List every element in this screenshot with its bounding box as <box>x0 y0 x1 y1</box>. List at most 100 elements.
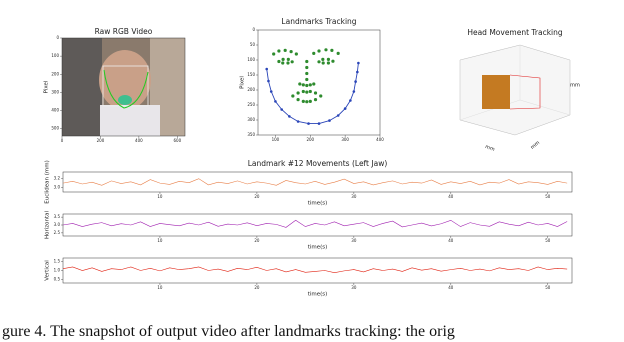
landmark-point <box>308 89 312 94</box>
x-tick-label: 300 <box>341 137 349 142</box>
landmark-point <box>289 50 293 54</box>
jaw-point <box>280 108 284 111</box>
x-axis-label: time(s) <box>308 245 328 251</box>
y-tick-label: 350 <box>247 132 255 137</box>
y-tick-label: 100 <box>247 57 255 62</box>
landmark-point <box>305 71 309 76</box>
y-tick-label: 250 <box>247 102 255 107</box>
landmark-point <box>301 83 305 87</box>
landmark-point <box>336 51 340 56</box>
x-tick-label: 10 <box>157 238 163 243</box>
y-axis-label: Pixel <box>240 76 246 89</box>
landmark-point <box>326 61 331 65</box>
x-tick-label: 20 <box>254 194 260 199</box>
jaw-point <box>354 80 357 83</box>
x-tick-label: 20 <box>254 285 260 290</box>
jaw-point <box>296 120 300 123</box>
head-box <box>482 75 510 109</box>
landmark-point <box>305 59 309 64</box>
y-tick-label: 3.5 <box>54 214 61 219</box>
x-tick-label: 30 <box>351 194 357 199</box>
y-tick-label: 400 <box>51 108 59 113</box>
jaw-point <box>352 90 356 93</box>
landmark-point <box>319 94 323 98</box>
jaw-point <box>328 119 331 122</box>
landmark-point <box>277 59 281 64</box>
jaw-point <box>349 99 352 102</box>
landmark-point <box>283 48 287 53</box>
y-tick-label: 1.5 <box>54 259 61 264</box>
y-tick-label: 500 <box>51 126 59 131</box>
landmark-point <box>326 57 331 62</box>
x-tick-label: 40 <box>448 285 454 290</box>
x-tick-label: 50 <box>545 194 551 199</box>
landmark-point <box>281 57 285 62</box>
landmark-point <box>305 65 309 70</box>
x-tick-label: 40 <box>448 194 454 199</box>
plot-frame <box>62 213 573 237</box>
landmark-point <box>281 61 285 65</box>
y-tick-label: 3.2 <box>54 176 61 181</box>
y-tick-label: 3.0 <box>54 222 61 227</box>
landmark-point <box>321 61 325 65</box>
jaw-point <box>317 122 321 125</box>
landmark-point <box>321 57 325 62</box>
landmark-point <box>294 52 298 56</box>
landmark-point <box>301 89 305 94</box>
x-tick-label: 30 <box>351 238 357 243</box>
landmark-point <box>312 82 316 86</box>
landmark-point <box>324 48 328 52</box>
landmark-point <box>331 59 335 63</box>
landmark-point <box>298 82 302 86</box>
y-tick-label: 0.5 <box>54 276 61 281</box>
jaw-point <box>265 67 269 71</box>
landmark-point <box>308 83 312 87</box>
x-tick-label: 50 <box>545 285 551 290</box>
panel-title: Landmark #12 Movements (Left Jaw) <box>248 159 388 168</box>
landmark-point <box>296 98 300 102</box>
x-tick-label: 10 <box>157 285 163 290</box>
jaw-point <box>356 70 359 74</box>
x-tick-label: 20 <box>254 238 260 243</box>
face-photo <box>62 38 185 136</box>
x-tick-label: 30 <box>351 285 357 290</box>
panel-title: Raw RGB Video <box>95 27 153 36</box>
jaw-line <box>266 62 359 125</box>
landmark-point <box>291 94 295 98</box>
landmark-point <box>305 90 309 94</box>
y-tick-label: 0 <box>252 27 255 32</box>
landmark-point <box>305 77 309 82</box>
landmark-point <box>305 83 309 88</box>
y-tick-label: 200 <box>51 71 59 76</box>
x-tick-label: 0 <box>61 138 64 143</box>
x-tick-label: 50 <box>545 238 551 243</box>
jaw-point <box>343 107 347 110</box>
y-tick-label: 200 <box>247 87 255 92</box>
x-axis-label: time(s) <box>308 292 328 298</box>
landmark-point <box>317 60 321 64</box>
axis-label: mm <box>530 140 541 151</box>
plot-frame <box>62 171 573 193</box>
y-tick-label: 300 <box>51 89 59 94</box>
x-tick-label: 400 <box>376 137 384 142</box>
y-tick-label: 1.0 <box>54 268 61 273</box>
landmark-point <box>313 91 318 95</box>
y-tick-label: 0 <box>56 35 59 40</box>
landmark-point <box>301 99 305 103</box>
jaw-point <box>307 122 310 125</box>
signal-line <box>62 266 568 273</box>
landmark-point <box>290 60 294 64</box>
x-tick-label: 200 <box>306 137 314 142</box>
landmark-point <box>312 51 316 56</box>
landmark-point <box>313 98 318 102</box>
x-tick-label: 600 <box>173 138 181 143</box>
y-axis-label: Horizontal <box>45 210 51 239</box>
x-tick-label: 10 <box>157 194 163 199</box>
plot-frame <box>257 29 381 136</box>
jaw-point <box>267 79 270 83</box>
landmark-point <box>296 91 300 95</box>
y-axis-label: Pixel <box>44 80 50 93</box>
landmark-point <box>272 52 276 56</box>
x-tick-label: 400 <box>135 138 143 143</box>
